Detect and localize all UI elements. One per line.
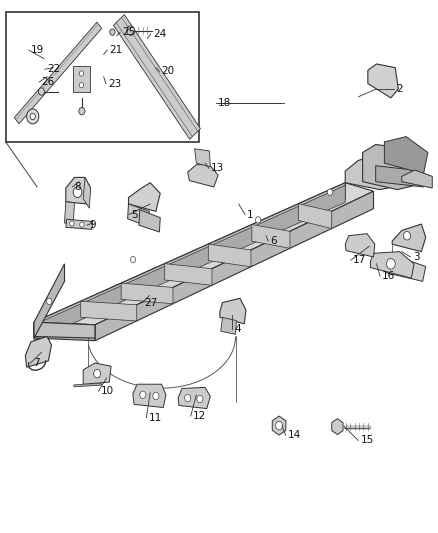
Text: 25: 25 xyxy=(122,27,136,37)
Circle shape xyxy=(110,29,115,35)
Polygon shape xyxy=(34,183,345,338)
Polygon shape xyxy=(121,283,173,304)
Text: 23: 23 xyxy=(108,78,121,88)
Text: 20: 20 xyxy=(162,67,175,76)
Circle shape xyxy=(153,392,159,400)
Polygon shape xyxy=(187,165,218,187)
Circle shape xyxy=(70,221,74,226)
Polygon shape xyxy=(73,66,90,92)
Circle shape xyxy=(131,256,136,263)
Polygon shape xyxy=(332,419,343,434)
Text: 26: 26 xyxy=(42,77,55,87)
Circle shape xyxy=(387,259,395,269)
Polygon shape xyxy=(221,317,237,334)
Polygon shape xyxy=(128,183,160,212)
Polygon shape xyxy=(220,298,246,324)
Polygon shape xyxy=(345,155,406,190)
Circle shape xyxy=(327,189,332,195)
Text: 17: 17 xyxy=(353,255,366,265)
Polygon shape xyxy=(64,202,74,224)
Polygon shape xyxy=(371,252,414,278)
Polygon shape xyxy=(139,210,160,232)
Text: 10: 10 xyxy=(101,386,114,396)
Text: 1: 1 xyxy=(247,209,254,220)
Polygon shape xyxy=(363,144,419,190)
Polygon shape xyxy=(83,177,91,208)
Polygon shape xyxy=(165,264,212,285)
Circle shape xyxy=(79,83,84,88)
Polygon shape xyxy=(113,14,201,139)
Polygon shape xyxy=(127,204,149,227)
Text: 13: 13 xyxy=(211,164,224,173)
Polygon shape xyxy=(34,322,95,341)
Polygon shape xyxy=(34,322,95,338)
Text: 12: 12 xyxy=(193,411,206,421)
Text: 11: 11 xyxy=(148,413,162,423)
Text: 7: 7 xyxy=(33,358,39,368)
Circle shape xyxy=(47,298,52,304)
Polygon shape xyxy=(133,384,166,408)
Circle shape xyxy=(39,88,45,95)
Polygon shape xyxy=(34,183,374,325)
Text: 18: 18 xyxy=(218,98,231,108)
Text: 27: 27 xyxy=(144,297,157,308)
Circle shape xyxy=(27,109,39,124)
Circle shape xyxy=(140,391,146,399)
Text: 6: 6 xyxy=(270,236,277,246)
Text: 9: 9 xyxy=(89,220,96,230)
Polygon shape xyxy=(392,224,426,252)
Polygon shape xyxy=(272,416,286,435)
Polygon shape xyxy=(178,387,210,409)
Polygon shape xyxy=(66,177,91,204)
Circle shape xyxy=(197,395,203,403)
Circle shape xyxy=(79,108,85,115)
Polygon shape xyxy=(14,22,102,124)
Text: 14: 14 xyxy=(288,430,301,440)
Polygon shape xyxy=(34,185,345,341)
Text: 4: 4 xyxy=(234,324,241,334)
Polygon shape xyxy=(194,149,210,167)
Text: 5: 5 xyxy=(131,209,138,220)
Text: 16: 16 xyxy=(382,271,396,281)
Circle shape xyxy=(185,394,191,402)
Polygon shape xyxy=(81,301,137,321)
Circle shape xyxy=(94,369,101,378)
Bar xyxy=(6,12,199,142)
Polygon shape xyxy=(376,166,424,187)
Polygon shape xyxy=(345,233,375,257)
Circle shape xyxy=(79,71,84,76)
Circle shape xyxy=(73,187,82,198)
Text: 22: 22 xyxy=(47,64,60,74)
Polygon shape xyxy=(95,191,374,341)
Polygon shape xyxy=(387,255,426,281)
Polygon shape xyxy=(83,363,111,384)
Circle shape xyxy=(80,222,84,227)
Polygon shape xyxy=(368,64,398,98)
Polygon shape xyxy=(299,204,332,229)
Text: 2: 2 xyxy=(396,84,403,94)
Polygon shape xyxy=(252,224,290,248)
Text: 19: 19 xyxy=(31,45,44,55)
Polygon shape xyxy=(34,264,64,338)
Text: 3: 3 xyxy=(413,252,419,262)
Text: 15: 15 xyxy=(360,435,374,446)
Circle shape xyxy=(276,421,283,430)
Polygon shape xyxy=(25,336,51,367)
Polygon shape xyxy=(208,244,251,267)
Text: 8: 8 xyxy=(74,182,81,192)
Text: 24: 24 xyxy=(153,29,166,39)
Circle shape xyxy=(403,231,410,240)
Polygon shape xyxy=(402,170,432,188)
Polygon shape xyxy=(385,136,428,174)
Circle shape xyxy=(255,216,261,223)
Circle shape xyxy=(30,114,35,119)
Polygon shape xyxy=(66,219,93,229)
Circle shape xyxy=(127,26,134,35)
Text: 21: 21 xyxy=(110,45,123,55)
